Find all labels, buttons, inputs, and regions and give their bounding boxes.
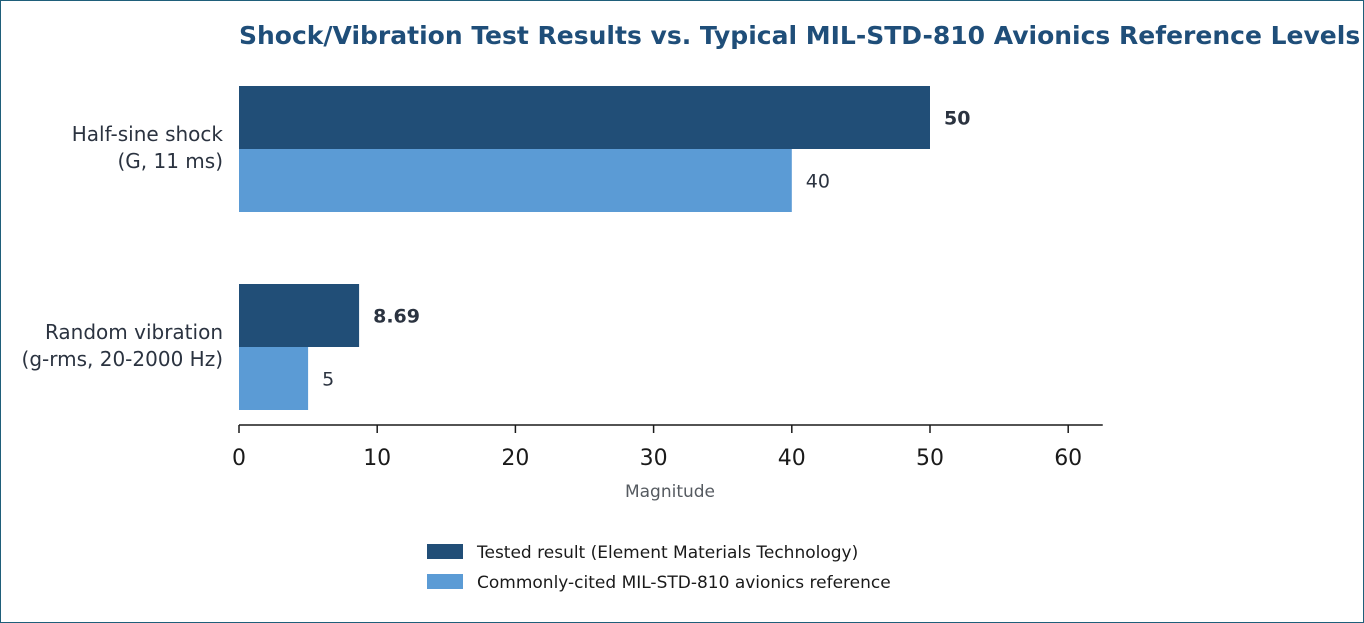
- x-tick-label: 60: [1054, 446, 1082, 471]
- legend-swatch: [427, 574, 463, 589]
- bar: [239, 284, 360, 347]
- x-tick-label: 20: [501, 446, 529, 471]
- legend-label: Commonly-cited MIL-STD-810 avionics refe…: [477, 573, 891, 593]
- category-label-line: (g-rms, 20-2000 Hz): [22, 347, 223, 371]
- x-axis: 0 10 20 30 40 50 60: [232, 424, 1103, 471]
- legend-label: Tested result (Element Materials Technol…: [476, 543, 858, 563]
- x-tick-label: 50: [916, 446, 944, 471]
- bars-group: 50 8.69 40 5: [239, 86, 970, 410]
- bar: [239, 149, 792, 212]
- x-tick-label: 0: [232, 446, 246, 471]
- legend: Tested result (Element Materials Technol…: [427, 543, 891, 593]
- x-axis-label: Magnitude: [625, 482, 715, 502]
- category-label-line: (G, 11 ms): [117, 149, 223, 173]
- bar: [239, 347, 309, 410]
- bar-value-label: 8.69: [373, 306, 420, 328]
- bar-value-label: 5: [322, 369, 334, 391]
- category-label: Half-sine shock (G, 11 ms): [72, 122, 224, 173]
- category-label: Random vibration (g-rms, 20-2000 Hz): [22, 320, 223, 371]
- legend-swatch: [427, 544, 463, 559]
- category-label-line: Half-sine shock: [72, 122, 224, 146]
- x-tick-label: 30: [640, 446, 668, 471]
- bar: [239, 86, 930, 149]
- category-label-line: Random vibration: [45, 320, 223, 344]
- x-tick-label: 40: [778, 446, 806, 471]
- bar-value-label: 50: [944, 108, 970, 130]
- chart-title: Shock/Vibration Test Results vs. Typical…: [239, 21, 1360, 50]
- x-tick-label: 10: [363, 446, 391, 471]
- bar-value-label: 40: [806, 171, 830, 193]
